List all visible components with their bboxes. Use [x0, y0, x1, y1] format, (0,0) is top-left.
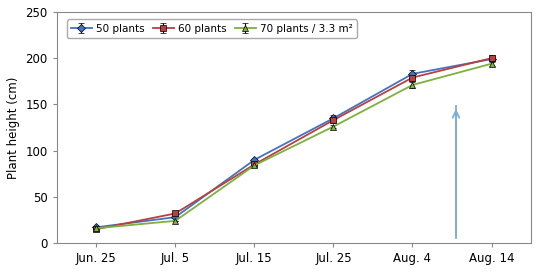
Y-axis label: Plant height (cm): Plant height (cm): [7, 76, 20, 179]
Legend: 50 plants, 60 plants, 70 plants / 3.3 m²: 50 plants, 60 plants, 70 plants / 3.3 m²: [67, 20, 357, 38]
